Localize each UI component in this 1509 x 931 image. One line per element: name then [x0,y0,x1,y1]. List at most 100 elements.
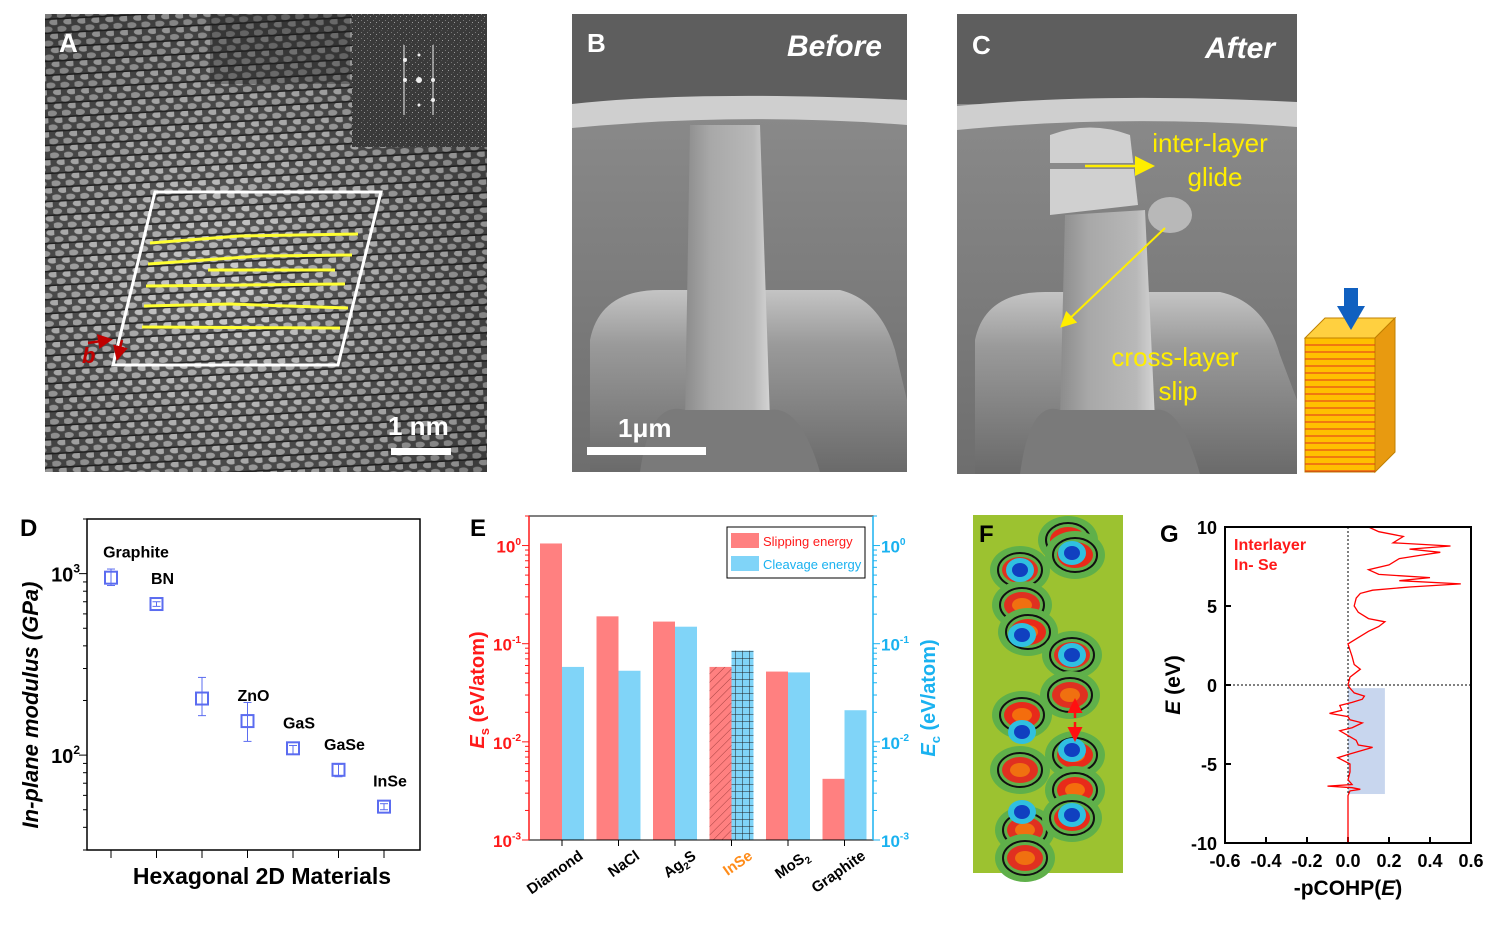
x-tick-label-g: 0.4 [1417,851,1442,871]
x-tick-label-e: InSe [720,847,756,879]
y-tick-label-right-e-exp: -3 [900,831,909,842]
y-tick-label-g: 10 [1197,518,1217,538]
y-tick-label-right-e-base: 10 [881,832,900,851]
x-tick-label-g: -0.2 [1291,851,1322,871]
panel-label-a: A [59,28,78,58]
data-point [149,597,164,612]
legend-label-cleavage: Cleavage energy [763,557,862,572]
label-sub: 2 [803,854,814,866]
point-label: GaS [283,715,315,732]
e-left-symbol: E [467,735,489,749]
x-tick-label-g: 0.2 [1376,851,1401,871]
x-axis-label-g: -pCOHP(E) [1294,877,1403,900]
y-tick-label-d-base: 10 [51,746,73,768]
y-tick-label-right-e: 10-1 [881,635,909,655]
state-label-after: After [1204,32,1277,65]
y-tick-label-d-exp: 2 [73,743,80,757]
label-sub: 2 [682,860,693,872]
y-tick-label-left-e-base: 10 [493,832,512,851]
e-left-sub: s [477,728,492,735]
label-main: InSe [720,847,756,879]
y-tick-label-right-e: 10-2 [881,733,909,753]
panel-a-tem-image: b A 1 nm [45,14,487,472]
depletion-core [1012,563,1028,577]
bar-cleavage [731,650,754,840]
data-point [104,570,118,585]
charge-core [1065,783,1085,797]
x-tick-label-g: 0.0 [1335,851,1360,871]
g-x-symbol: E [1381,877,1396,900]
data-point [377,799,391,814]
scale-bar-label-b: 1μm [618,413,672,443]
point-label: Graphite [103,545,169,562]
bar-slipping [653,621,675,840]
e-right-sub: c [928,736,943,743]
data-point [195,691,209,706]
contour-line [1002,840,1048,876]
highlight-parallelogram [111,190,383,367]
y-tick-label-right-e-exp: 0 [900,537,906,548]
g-x-prefix: -pCOHP( [1294,877,1382,900]
x-tick-label-e: MoS2 [772,847,814,885]
y-tick-label-left-e-exp: -1 [512,635,521,646]
slip-arrow [1060,227,1166,328]
chart-d-modulus: D Hexagonal 2D Materials In-plane modulu… [18,515,421,889]
shaded-region [1348,688,1385,795]
e-left-unit: (eV/atom) [467,631,489,728]
scale-bar-b [587,447,706,455]
y-tick-label-d-exp: 3 [73,562,80,576]
panel-label-f: F [979,521,994,548]
panel-label-b: B [587,28,606,58]
bar-cleavage [844,710,867,840]
depletion-core [1014,805,1030,819]
contour-line [997,752,1043,788]
x-tick-label-e: Ag2S [660,847,701,884]
y-tick-label-d-base: 10 [51,565,73,587]
y-tick-label-right-e-base: 10 [881,538,900,557]
depletion-core [1064,743,1080,757]
depletion-core [1064,546,1080,560]
y-tick-label-left-e: 10-2 [493,733,521,753]
y-tick-label-g: -10 [1191,834,1217,854]
panel-b-sem-before: B Before 1μm [572,14,907,472]
charge-core [1010,763,1030,777]
contour-line [1052,537,1098,573]
charge-core [1015,851,1035,865]
point-label: GaSe [324,737,365,754]
y-tick-label-right-e-base: 10 [881,636,900,655]
e-right-symbol: E [918,743,940,757]
data-point [331,762,346,777]
annotation-slip-line2: slip [1158,376,1197,406]
y-tick-label-left-e-exp: 0 [515,537,521,548]
y-tick-label-left-e-base: 10 [493,734,512,753]
charge-core [1015,823,1035,837]
pcohp-line [1327,526,1461,843]
point-label: BN [151,571,174,588]
panel-c-sem-after: C After inter-layer glide cross-layer sl… [957,14,1297,474]
bar-cleavage [618,670,641,840]
compression-arrow-icon [1337,288,1365,330]
legend-label-slipping: Slipping energy [763,534,853,549]
y-axis-label-g: E (eV) [1162,655,1185,715]
data-point [240,714,255,729]
depletion-core [1064,808,1080,822]
y-tick-label-left-e-exp: -2 [512,733,521,744]
y-tick-label-left-e-exp: -3 [512,831,521,842]
legend-e: Slipping energy Cleavage energy [726,526,866,579]
contour-line [1049,800,1095,836]
bar-slipping [540,543,562,840]
y-tick-label-right-e: 10-3 [881,831,909,851]
bar-slipping [709,666,732,840]
bar-slipping [766,671,788,840]
bar-slipping [596,616,619,840]
y-tick-label-g: -5 [1201,755,1217,775]
burgers-vector-arrow [87,334,128,361]
y-tick-label-right-e-base: 10 [881,734,900,753]
burgers-vector-label: b [82,343,95,368]
annotation-glide-line1: inter-layer [1152,128,1268,158]
x-tick-label-e: Graphite [809,847,869,896]
g-y-symbol: E [1162,700,1185,715]
y-axis-label-d: In-plane modulus (GPa) [18,582,43,829]
